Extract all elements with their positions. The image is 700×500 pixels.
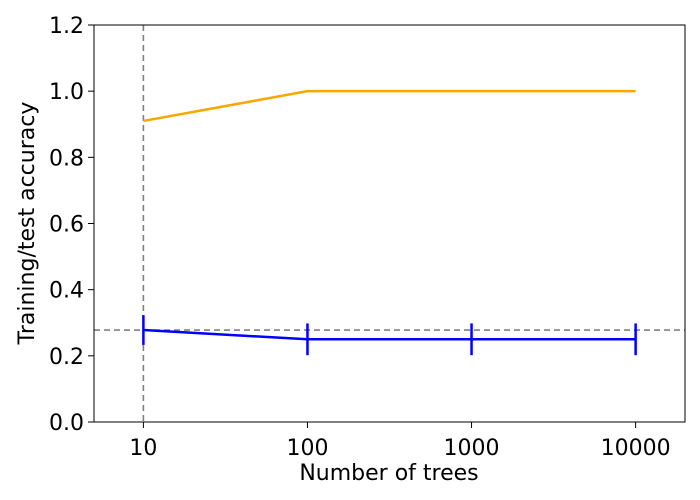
y-tick-label: 1.0 xyxy=(49,80,84,105)
series-layer xyxy=(142,89,637,356)
x-tick-label: 10 xyxy=(129,436,157,461)
y-tick-label: 0.2 xyxy=(49,345,84,370)
y-tick-label: 0.6 xyxy=(49,213,84,238)
x-tick-label: 100 xyxy=(286,436,328,461)
y-tick-label: 1.2 xyxy=(49,14,84,39)
plot-frame xyxy=(93,24,686,423)
y-tick-label: 0.0 xyxy=(49,411,84,436)
y-tick-label: 0.4 xyxy=(49,279,84,304)
reference-lines xyxy=(94,25,685,422)
x-tick-label: 1000 xyxy=(444,436,500,461)
y-tick-label: 0.8 xyxy=(49,146,84,171)
y-axis-label: Training/test accuracy xyxy=(15,102,40,346)
series-2-line xyxy=(143,328,636,341)
x-axis-ticks: 10 100 1000 10000 xyxy=(129,422,671,461)
y-axis-ticks: 0.0 0.2 0.4 0.6 0.8 1.0 1.2 xyxy=(49,14,94,436)
x-axis-label: Number of trees xyxy=(299,461,478,486)
series-1-line xyxy=(143,89,636,123)
x-tick-label: 10000 xyxy=(601,436,671,461)
